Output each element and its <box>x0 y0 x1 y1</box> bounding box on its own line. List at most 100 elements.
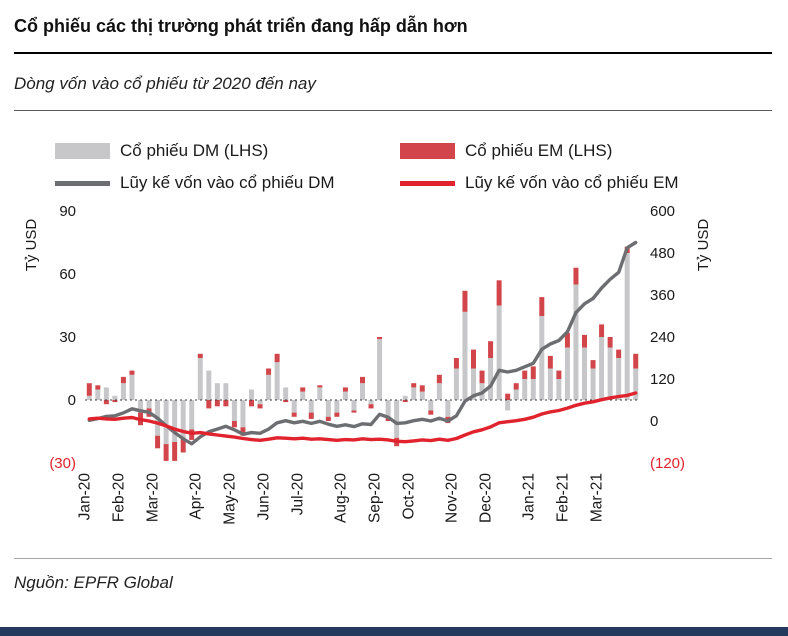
dm-bar <box>206 370 212 400</box>
dm-bar <box>453 368 459 400</box>
em-bar <box>599 324 605 337</box>
em-bar <box>513 383 519 390</box>
x-tick-label: Feb-20 <box>110 473 127 522</box>
em-bar <box>436 374 442 384</box>
left-axis-tick-label: 30 <box>59 329 76 346</box>
dm-bar <box>471 368 476 400</box>
em-bar <box>86 383 92 396</box>
dm-bar <box>599 337 605 400</box>
x-tick-label: Jan-21 <box>520 473 537 520</box>
em-bar <box>155 435 161 449</box>
dm-bar <box>317 387 323 400</box>
em-bar <box>496 280 502 306</box>
em-bar <box>360 376 365 384</box>
em-bar <box>453 358 459 369</box>
em-bar <box>308 412 314 419</box>
x-tick-label: Apr-20 <box>187 473 204 520</box>
dm-bar <box>513 389 519 400</box>
legend-label-dm-line: Lũy kế vốn vào cổ phiếu DM <box>120 173 335 192</box>
dm-bar <box>385 400 391 417</box>
dm-bar <box>522 379 528 400</box>
chart-plot: 90 60 30 0 (30) 600 480 360 240 120 0 (120) Tỷ USD Tỷ… <box>23 203 712 525</box>
em-bar <box>505 393 511 400</box>
dm-bar <box>394 400 400 438</box>
em-bar <box>163 444 169 461</box>
legend-item-em-line: Lũy kế vốn vào cổ phiếu EM <box>400 173 788 193</box>
dm-bar <box>180 400 186 438</box>
dm-bar <box>351 400 357 411</box>
x-tick-label: Mar-21 <box>589 473 606 522</box>
dm-bar <box>334 400 340 413</box>
dm-bar <box>163 400 169 445</box>
em-bar <box>573 267 579 285</box>
x-tick-label: Jan-20 <box>76 473 93 521</box>
em-bar <box>522 370 528 379</box>
dm-bar-swatch <box>55 143 110 159</box>
em-line-swatch <box>400 180 455 186</box>
left-axis-tick-label: 90 <box>59 203 76 220</box>
x-tick-label: Aug-20 <box>332 473 349 523</box>
right-axis-tick-label: 480 <box>650 245 675 262</box>
em-bar <box>590 360 596 369</box>
em-bar <box>368 404 374 409</box>
em-bar <box>223 400 229 407</box>
em-bar <box>129 370 135 375</box>
em-bar <box>564 332 570 348</box>
em-bar <box>240 427 246 436</box>
dm-bar <box>231 400 237 421</box>
dm-bar <box>573 284 579 400</box>
em-cumulative-line <box>87 391 638 444</box>
dm-bar <box>240 400 246 428</box>
dm-bar <box>138 400 143 413</box>
dm-bar <box>368 400 374 405</box>
right-axis-tick-label: 0 <box>650 413 658 430</box>
source-divider <box>14 558 772 559</box>
dm-bar <box>616 358 622 400</box>
dm-bar <box>266 374 272 400</box>
dm-bar <box>129 374 135 400</box>
em-bar <box>257 404 263 409</box>
dm-bar <box>308 400 314 413</box>
dm-bar <box>172 400 178 442</box>
dm-cumulative-line <box>87 240 638 446</box>
dm-bar <box>436 383 442 400</box>
dm-bar <box>633 368 639 400</box>
dm-bar <box>539 316 545 400</box>
dm-bar <box>189 400 195 430</box>
em-bar <box>539 297 545 316</box>
dm-bar <box>197 358 203 400</box>
dm-bar <box>505 400 511 411</box>
em-bar <box>479 370 485 384</box>
em-bar <box>488 341 494 358</box>
dm-bar <box>274 362 280 400</box>
dm-bar <box>257 400 263 405</box>
right-axis-tick-label: 600 <box>650 203 675 220</box>
dm-bar <box>342 391 348 400</box>
left-axis-tick-label: 60 <box>59 266 76 283</box>
em-bar <box>214 400 220 407</box>
dm-line-swatch <box>55 180 110 186</box>
em-bar <box>633 353 639 369</box>
em-bar <box>231 421 237 428</box>
dm-bar <box>360 383 365 400</box>
right-axis-tick-label: (120) <box>650 455 685 472</box>
dm-bar <box>488 358 494 400</box>
legend-label-em-bar: Cổ phiếu EM (LHS) <box>465 141 613 160</box>
chart-subtitle: Dòng vốn vào cổ phiếu từ 2020 đến nay <box>14 74 316 93</box>
em-bar <box>419 385 425 392</box>
em-bar <box>274 353 280 363</box>
dm-bar <box>462 311 468 400</box>
equity-flows-chart: Cổ phiếu DM (LHS) Cổ phiếu EM (LHS) Lũy … <box>0 141 788 544</box>
title-divider <box>14 52 772 54</box>
dm-bar <box>530 379 536 400</box>
em-bar <box>172 442 178 461</box>
em-bar <box>377 337 383 340</box>
dm-bar <box>86 395 92 400</box>
em-bar <box>607 337 613 348</box>
x-tick-label: Nov-20 <box>443 473 460 523</box>
dm-bar <box>564 347 570 400</box>
footer-bar <box>0 627 788 636</box>
dm-bar <box>428 400 434 411</box>
x-tick-label: May-20 <box>221 473 238 525</box>
